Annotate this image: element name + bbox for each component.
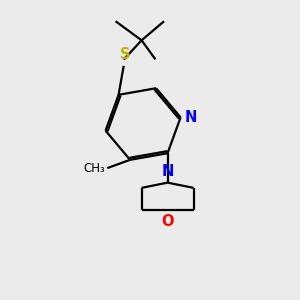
- Text: S: S: [120, 47, 131, 62]
- Text: N: N: [161, 164, 174, 179]
- Text: N: N: [185, 110, 197, 125]
- Text: O: O: [161, 214, 174, 229]
- Text: CH₃: CH₃: [84, 162, 106, 175]
